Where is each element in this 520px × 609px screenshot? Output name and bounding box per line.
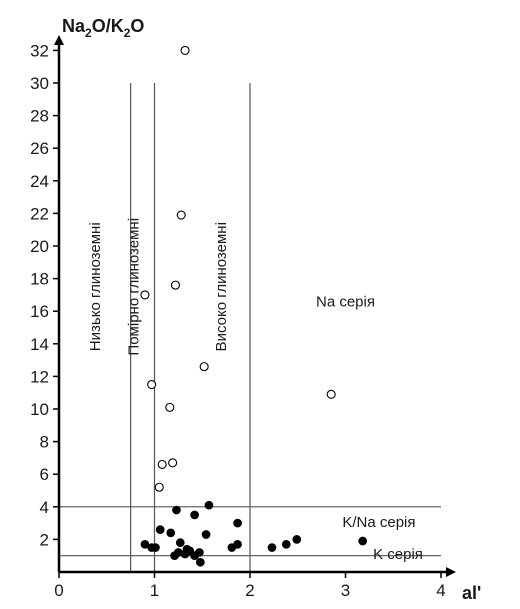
open-circle-point <box>168 458 178 468</box>
y-tick-label: 8 <box>40 433 49 452</box>
filled-circle-point <box>195 557 205 567</box>
x-tick-label: 1 <box>150 581 159 600</box>
filled-circle-point <box>166 528 176 538</box>
filled-circle-point <box>155 525 165 534</box>
open-circle-point <box>147 379 157 390</box>
open-circle-point <box>170 280 181 290</box>
filled-circle-point <box>227 543 237 552</box>
open-circle-point <box>154 482 164 492</box>
y-tick-label: 14 <box>30 335 49 354</box>
filled-circle-point <box>358 536 368 546</box>
filled-circle-point <box>267 543 277 552</box>
y-axis-title: Na2O/K2O <box>62 16 144 40</box>
open-circle-point <box>176 210 186 220</box>
open-circle-point <box>165 402 175 412</box>
y-tick-label: 12 <box>30 367 49 386</box>
y-tick-label: 32 <box>30 41 49 60</box>
zone-label-0: Низько глиноземні <box>87 222 104 351</box>
y-tick-label: 28 <box>30 107 49 126</box>
y-tick-label: 22 <box>30 204 49 223</box>
data-points <box>140 45 368 567</box>
open-circle-point <box>180 45 190 55</box>
filled-circle-point <box>170 551 179 561</box>
open-circle-point <box>157 459 167 469</box>
region-label-0: Na серія <box>316 293 375 310</box>
x-tick-label: 4 <box>436 581 445 600</box>
y-tick-label: 6 <box>40 465 49 484</box>
region-label-2: K серія <box>373 546 423 563</box>
y-tick-label: 18 <box>30 270 49 289</box>
annotation-labels: Низько глиноземні Помірно глиноземні Висок… <box>87 218 423 563</box>
filled-circle-point <box>190 510 199 520</box>
y-tick-label: 20 <box>30 237 49 256</box>
boundary-lines <box>59 83 441 572</box>
filled-circle-point <box>180 549 190 559</box>
filled-circle-point <box>201 530 211 539</box>
x-tick-label: 2 <box>245 581 254 600</box>
filled-circle-point <box>140 539 150 549</box>
x-axis-title: al' <box>462 583 481 603</box>
y-tick-label: 24 <box>30 172 49 191</box>
open-circle-point <box>199 362 209 372</box>
filled-circle-point <box>175 538 185 548</box>
axes <box>54 35 456 577</box>
x-tick-label: 0 <box>54 581 63 600</box>
filled-circle-point <box>151 543 160 552</box>
zone-label-1: Помірно глиноземні <box>125 218 142 356</box>
y-tick-label: 2 <box>40 530 49 549</box>
region-label-1: K/Na серія <box>342 514 415 531</box>
filled-circle-point <box>190 551 199 561</box>
open-circle-point <box>140 290 150 300</box>
y-tick-label: 10 <box>30 400 49 419</box>
filled-circle-point <box>204 500 214 510</box>
filled-circle-point <box>233 518 242 528</box>
open-circle-point <box>326 389 336 399</box>
x-tick-label: 3 <box>341 581 350 600</box>
y-tick-label: 30 <box>30 74 49 93</box>
y-tick-label: 16 <box>30 302 49 321</box>
y-tick-label: 4 <box>40 498 49 517</box>
filled-circle-point <box>292 535 302 544</box>
y-tick-label: 26 <box>30 139 49 158</box>
filled-circle-point <box>172 505 181 515</box>
zone-label-2: Високо глиноземні <box>213 222 230 351</box>
filled-circle-point <box>281 539 291 549</box>
